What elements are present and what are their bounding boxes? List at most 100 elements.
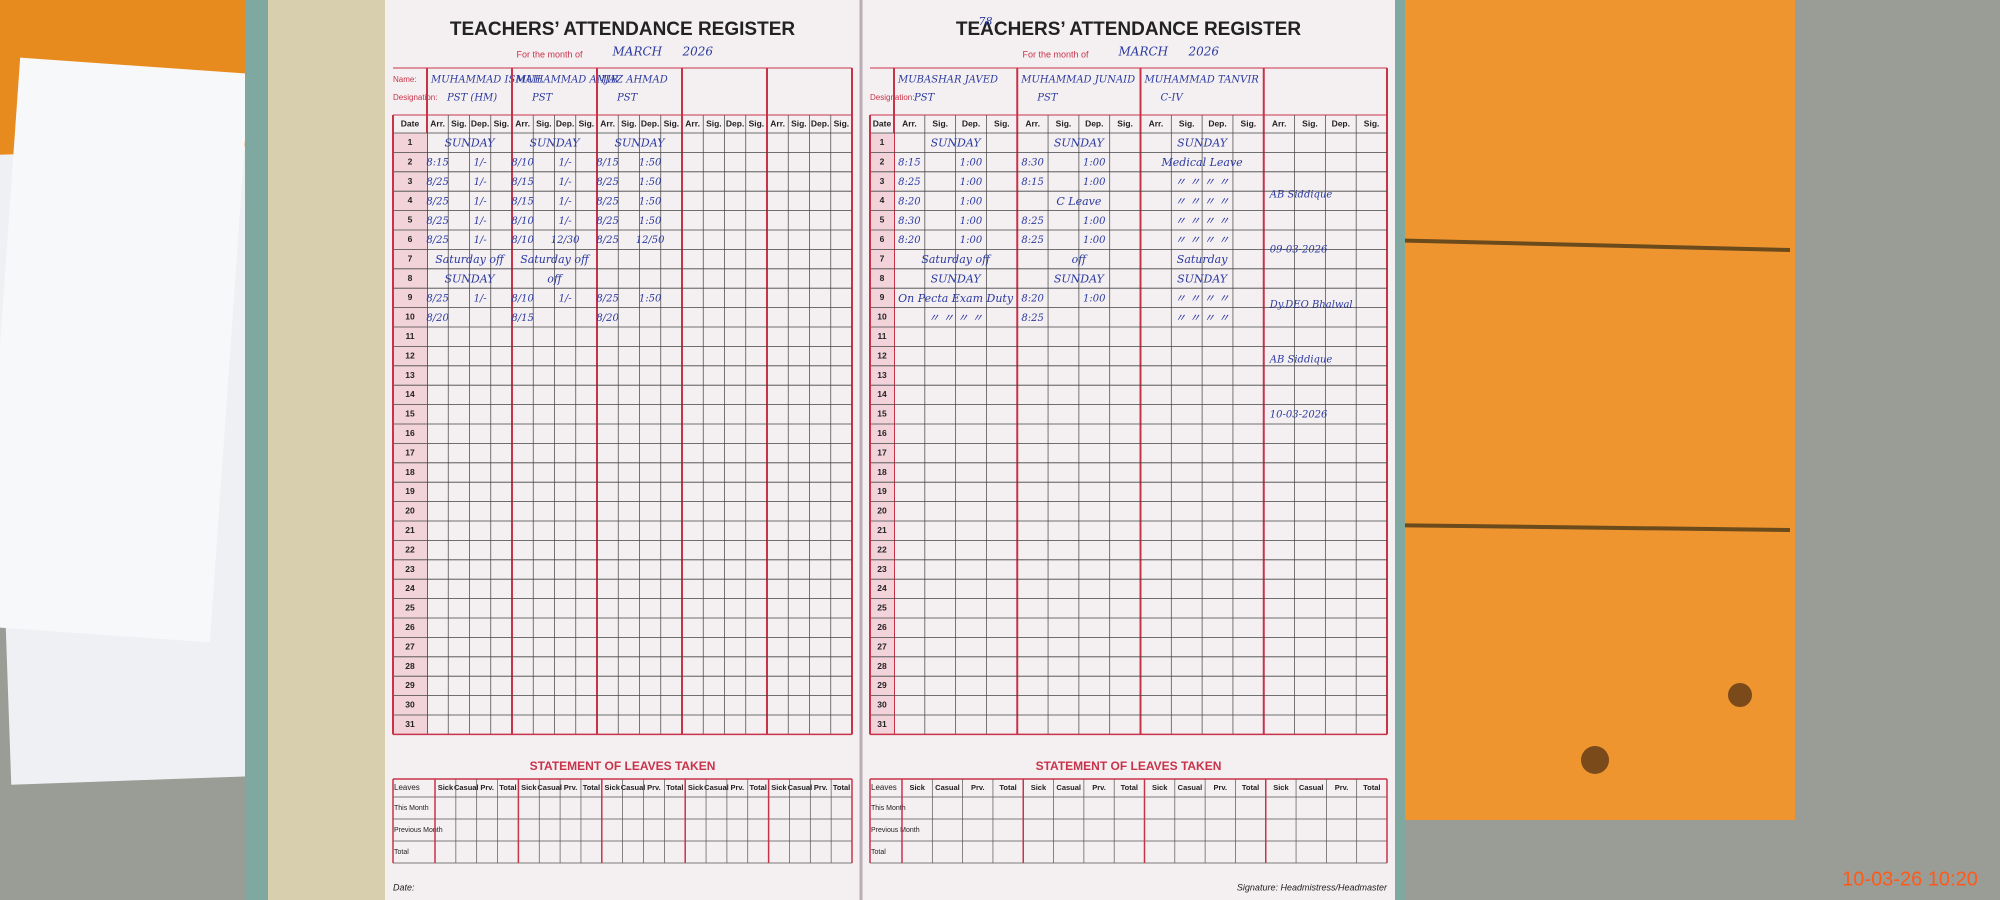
handwritten-time: 8/25 xyxy=(426,177,448,188)
leave-column-header: Total xyxy=(833,783,850,792)
handwritten-time: 8:20 xyxy=(898,196,921,207)
column-header: Arr. xyxy=(1272,118,1287,128)
column-header: Sig. xyxy=(536,118,552,128)
column-header: Sig. xyxy=(621,118,637,128)
leave-column-header: Prv. xyxy=(1092,783,1106,792)
handwritten-note: 〃 〃 〃 〃 xyxy=(1175,234,1230,247)
date-number: 30 xyxy=(877,700,887,710)
handwritten-time: 8/25 xyxy=(596,293,618,304)
date-cell xyxy=(393,152,427,172)
column-header: Sig. xyxy=(1117,118,1133,128)
nail xyxy=(1581,746,1609,774)
timestamp: 10-03-26 10:20 xyxy=(1842,868,1978,890)
handwritten-note: SUNDAY xyxy=(1177,273,1229,286)
date-cell xyxy=(393,230,427,250)
leave-column-header: Casual xyxy=(788,783,813,792)
handwritten-note: On Pecta Exam Duty xyxy=(898,292,1014,305)
date-number: 1 xyxy=(880,137,885,147)
handwritten-time: 8:30 xyxy=(898,216,921,227)
handwritten-note: 〃 〃 〃 〃 xyxy=(928,311,983,324)
date-cell xyxy=(870,637,894,657)
leave-column-header: Prv. xyxy=(480,783,494,792)
register-page xyxy=(385,0,860,900)
handwritten-time: 1/- xyxy=(559,158,573,169)
handwritten-time: 1:00 xyxy=(960,216,983,227)
handwritten-note: 〃 〃 〃 〃 xyxy=(1175,292,1230,305)
handwritten-time: 8:25 xyxy=(898,177,920,188)
date-cell xyxy=(393,462,427,483)
teacher-designation: PST xyxy=(616,93,639,104)
column-header: Dep. xyxy=(1208,118,1226,128)
nail xyxy=(1728,683,1752,707)
handwritten-time: 8:20 xyxy=(1021,293,1044,304)
teacher-designation: PST (HM) xyxy=(446,93,497,104)
date-number: 17 xyxy=(877,447,887,457)
month: MARCH xyxy=(1118,45,1169,59)
handwritten-note: SUNDAY xyxy=(444,137,496,150)
date-header: Date xyxy=(401,118,420,128)
date-number: 4 xyxy=(880,195,885,205)
column-header: Sig. xyxy=(1302,118,1318,128)
date-cell xyxy=(393,715,427,735)
date-cell xyxy=(393,288,427,308)
teacher-designation: PST xyxy=(531,93,554,104)
date-cell xyxy=(393,346,427,366)
leave-column-header: Prv. xyxy=(814,783,828,792)
column-header: Sig. xyxy=(791,118,807,128)
date-number: 26 xyxy=(405,622,415,632)
date-number: 27 xyxy=(405,641,415,651)
stamp: 09-03-2026 xyxy=(1270,245,1328,256)
leave-column-header: Casual xyxy=(704,783,729,792)
handwritten-time: 1/- xyxy=(474,177,488,188)
teacher-designation: C-IV xyxy=(1161,93,1185,104)
handwritten-time: 8/15 xyxy=(511,177,533,188)
date-number: 4 xyxy=(408,195,413,205)
date-cell xyxy=(393,656,427,677)
handwritten-note: 〃 〃 〃 〃 xyxy=(1175,311,1230,324)
leave-row-label: This Month xyxy=(871,805,906,812)
date-number: 19 xyxy=(877,486,887,496)
handwritten-time: 1:50 xyxy=(639,196,662,207)
date-cell xyxy=(393,249,427,269)
date-number: 25 xyxy=(877,603,887,613)
teacher-name: MUHAMMAD ISMAIL xyxy=(430,75,544,86)
date-number: 3 xyxy=(408,176,413,186)
handwritten-time: 8:20 xyxy=(898,235,921,246)
column-header: Sig. xyxy=(1364,118,1380,128)
loose-paper xyxy=(0,57,250,643)
leave-column-header: Total xyxy=(1242,783,1259,792)
date-cell xyxy=(870,249,894,269)
handwritten-time: 8/15 xyxy=(511,196,533,207)
date-cell xyxy=(393,521,427,541)
date-number: 24 xyxy=(877,583,887,593)
date-number: 11 xyxy=(406,331,415,341)
date-cell xyxy=(870,365,894,386)
handwritten-time: 1/- xyxy=(474,158,488,169)
leave-column-header: Sick xyxy=(771,783,787,792)
register-page xyxy=(862,0,1395,900)
date-cell xyxy=(870,307,894,327)
handwritten-time: 12/50 xyxy=(636,235,665,246)
column-header: Arr. xyxy=(430,118,445,128)
date-cell xyxy=(870,404,894,424)
column-header: Sig. xyxy=(579,118,595,128)
date-number: 5 xyxy=(880,215,885,225)
date-number: 31 xyxy=(405,719,415,729)
leave-column-header: Prv. xyxy=(971,783,985,792)
wood-seam xyxy=(1379,238,1791,252)
date-number: 18 xyxy=(877,467,887,477)
date-number: 16 xyxy=(405,428,415,438)
column-header: Arr. xyxy=(770,118,785,128)
date-number: 22 xyxy=(405,544,415,554)
leave-column-header: Casual xyxy=(935,783,960,792)
stamp: Dy.DEO Bhalwal xyxy=(1269,300,1353,311)
handwritten-time: 8/10 xyxy=(511,158,534,169)
date-number: 23 xyxy=(877,564,887,574)
leave-column-header: Total xyxy=(749,783,766,792)
leave-column-header: Casual xyxy=(1178,783,1203,792)
date-number: 2 xyxy=(408,156,413,166)
column-header: Arr. xyxy=(515,118,530,128)
handwritten-note: Saturday xyxy=(1177,253,1228,266)
